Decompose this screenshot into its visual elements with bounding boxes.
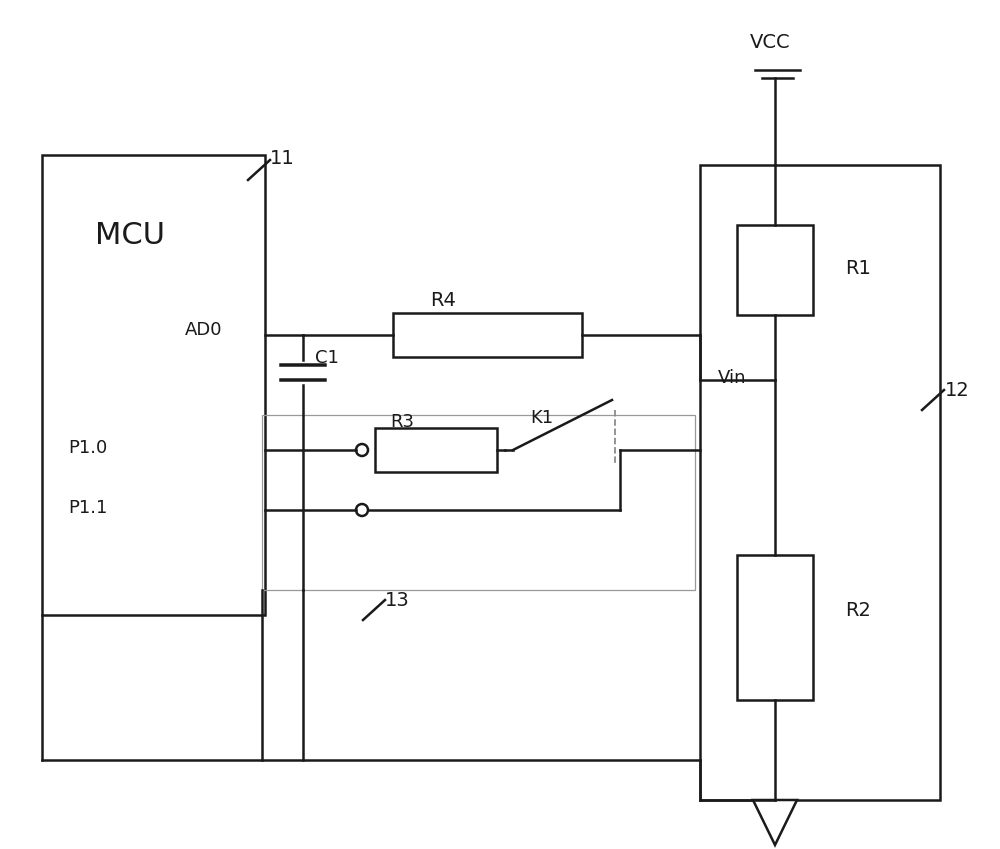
Polygon shape — [753, 800, 797, 845]
Text: R2: R2 — [845, 600, 871, 620]
Text: 13: 13 — [385, 591, 410, 610]
Text: AD0: AD0 — [185, 321, 222, 339]
Text: R1: R1 — [845, 258, 871, 278]
Text: MCU: MCU — [95, 221, 165, 250]
Text: P1.0: P1.0 — [68, 439, 107, 457]
Text: K1: K1 — [530, 409, 553, 427]
Bar — [700, 165, 940, 800]
Bar — [737, 225, 813, 315]
Bar — [375, 428, 497, 472]
Text: P1.1: P1.1 — [68, 499, 107, 517]
Text: 12: 12 — [945, 380, 970, 400]
Text: R4: R4 — [430, 290, 456, 310]
Bar — [262, 415, 695, 590]
Bar — [737, 555, 813, 700]
Bar — [42, 155, 265, 615]
Text: C1: C1 — [315, 349, 339, 367]
Text: Vin: Vin — [718, 369, 746, 387]
Text: 11: 11 — [270, 149, 295, 167]
Bar — [393, 313, 582, 357]
Text: R3: R3 — [390, 413, 414, 431]
Text: VCC: VCC — [750, 32, 791, 52]
